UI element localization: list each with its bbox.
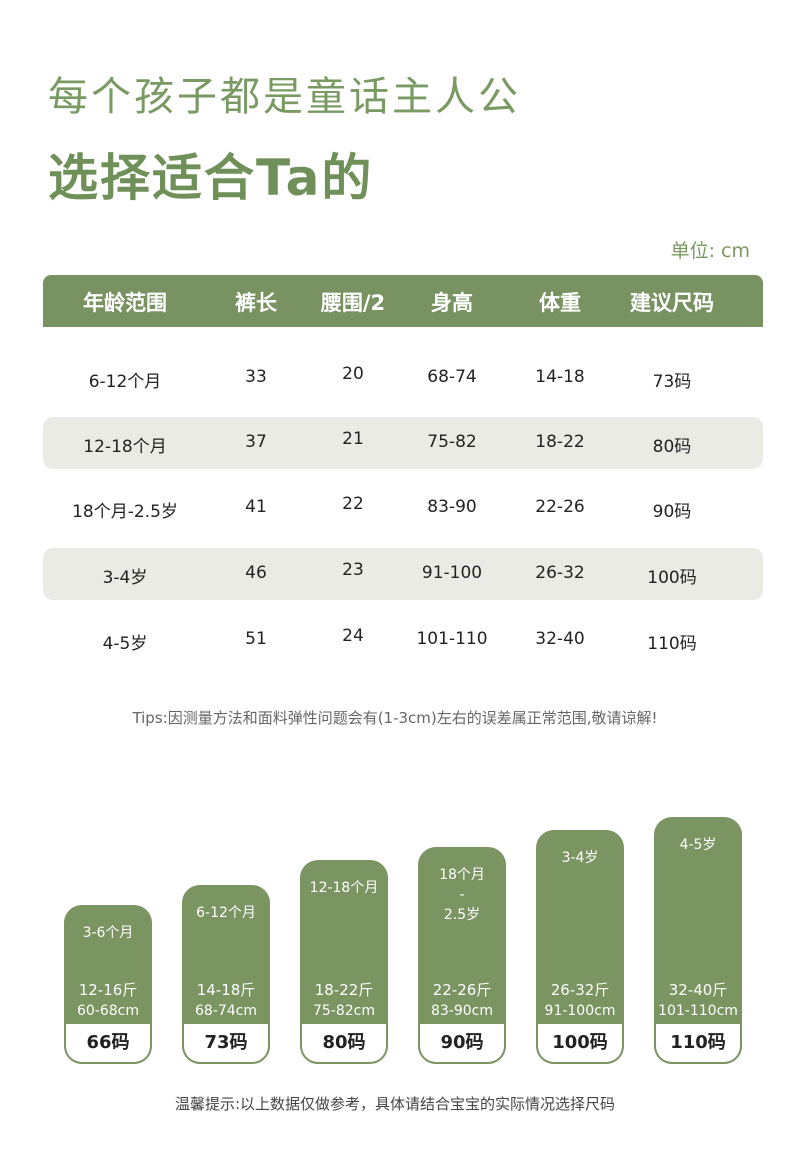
table-cell: 100码 bbox=[647, 568, 697, 588]
card-height: 60-68cm bbox=[76, 1003, 139, 1019]
card-age: 6-12个月 bbox=[196, 905, 256, 921]
column-header: 体重 bbox=[539, 291, 581, 315]
row-background bbox=[43, 417, 763, 469]
card-age: 3-6个月 bbox=[82, 925, 134, 941]
table-header bbox=[43, 275, 763, 327]
table-cell: 12-18个月 bbox=[83, 437, 167, 457]
card-age: - bbox=[459, 887, 465, 903]
unit: 单位: cm bbox=[670, 240, 750, 262]
title: 每个孩子都是童话主人公 bbox=[48, 74, 521, 120]
table-cell: 90码 bbox=[652, 502, 692, 522]
table-cell: 73码 bbox=[652, 372, 692, 392]
table-cell: 37 bbox=[245, 432, 267, 452]
size-card: 3-4岁 26-32斤 91-100cm 100码 bbox=[536, 830, 624, 1064]
card-height: 83-90cm bbox=[430, 1003, 493, 1019]
subtitle: 选择适合Ta的 bbox=[48, 149, 374, 207]
card-weight: 32-40斤 bbox=[668, 981, 728, 999]
table-cell: 110码 bbox=[647, 634, 697, 654]
table-cell: 32-40 bbox=[535, 629, 585, 649]
card-weight: 12-16斤 bbox=[78, 981, 138, 999]
card-size: 73码 bbox=[184, 1024, 268, 1062]
table-cell: 80码 bbox=[652, 437, 692, 457]
card-height: 101-110cm bbox=[658, 1003, 738, 1019]
table-cell: 6-12个月 bbox=[88, 372, 162, 392]
card-height: 91-100cm bbox=[544, 1003, 616, 1019]
table-cell: 20 bbox=[342, 364, 364, 384]
card-age: 4-5岁 bbox=[679, 837, 717, 853]
size-card: 6-12个月 14-18斤 68-74cm 73码 bbox=[182, 885, 270, 1064]
row-background bbox=[43, 548, 763, 600]
column-header: 年龄范围 bbox=[83, 291, 167, 315]
column-header: 裤长 bbox=[235, 291, 277, 315]
table-cell: 83-90 bbox=[427, 497, 477, 517]
card-size: 80码 bbox=[302, 1024, 386, 1062]
card-size: 110码 bbox=[656, 1024, 740, 1062]
card-size: 66码 bbox=[66, 1024, 150, 1062]
card-weight: 26-32斤 bbox=[550, 981, 610, 999]
table-cell: 22-26 bbox=[535, 497, 585, 517]
table-cell: 23 bbox=[342, 560, 364, 580]
table-cell: 22 bbox=[342, 494, 364, 514]
table-cell: 75-82 bbox=[427, 432, 477, 452]
card-age: 12-18个月 bbox=[309, 880, 379, 896]
card-size: 100码 bbox=[538, 1024, 622, 1062]
card-weight: 18-22斤 bbox=[314, 981, 374, 999]
card-age: 2.5岁 bbox=[443, 907, 481, 923]
table-cell: 24 bbox=[342, 626, 364, 646]
size-card: 3-6个月 12-16斤 60-68cm 66码 bbox=[64, 905, 152, 1064]
card-height: 68-74cm bbox=[194, 1003, 257, 1019]
table-cell: 3-4岁 bbox=[102, 568, 148, 588]
card-weight: 22-26斤 bbox=[432, 981, 492, 999]
table-cell: 46 bbox=[245, 563, 267, 583]
table-cell: 18-22 bbox=[535, 432, 585, 452]
column-header: 建议尺码 bbox=[630, 291, 714, 315]
table-cell: 68-74 bbox=[427, 367, 477, 387]
card-age: 3-4岁 bbox=[561, 850, 599, 866]
tips: Tips:因测量方法和面料弹性问题会有(1-3cm)左右的误差属正常范围,敬请谅… bbox=[132, 709, 658, 727]
table-cell: 101-110 bbox=[416, 629, 488, 649]
table-cell: 41 bbox=[245, 497, 267, 517]
size-card: 12-18个月 18-22斤 75-82cm 80码 bbox=[300, 860, 388, 1064]
size-card: 18个月 - 2.5岁 22-26斤 83-90cm 90码 bbox=[418, 847, 506, 1064]
card-size: 90码 bbox=[420, 1024, 504, 1062]
note: 温馨提示:以上数据仅做参考，具体请结合宝宝的实际情况选择尺码 bbox=[174, 1095, 616, 1113]
card-weight: 14-18斤 bbox=[196, 981, 256, 999]
column-header: 身高 bbox=[431, 291, 473, 315]
table-cell: 18个月-2.5岁 bbox=[72, 502, 178, 522]
table-cell: 26-32 bbox=[535, 563, 585, 583]
card-age: 18个月 bbox=[439, 867, 485, 883]
table-cell: 51 bbox=[245, 629, 267, 649]
table-cell: 4-5岁 bbox=[102, 634, 148, 654]
table-cell: 14-18 bbox=[535, 367, 585, 387]
table-cell: 33 bbox=[245, 367, 267, 387]
table-cell: 21 bbox=[342, 429, 364, 449]
column-header: 腰围/2 bbox=[320, 291, 386, 315]
size-card: 4-5岁 32-40斤 101-110cm 110码 bbox=[654, 817, 742, 1064]
card-height: 75-82cm bbox=[312, 1003, 375, 1019]
table-cell: 91-100 bbox=[421, 563, 483, 583]
